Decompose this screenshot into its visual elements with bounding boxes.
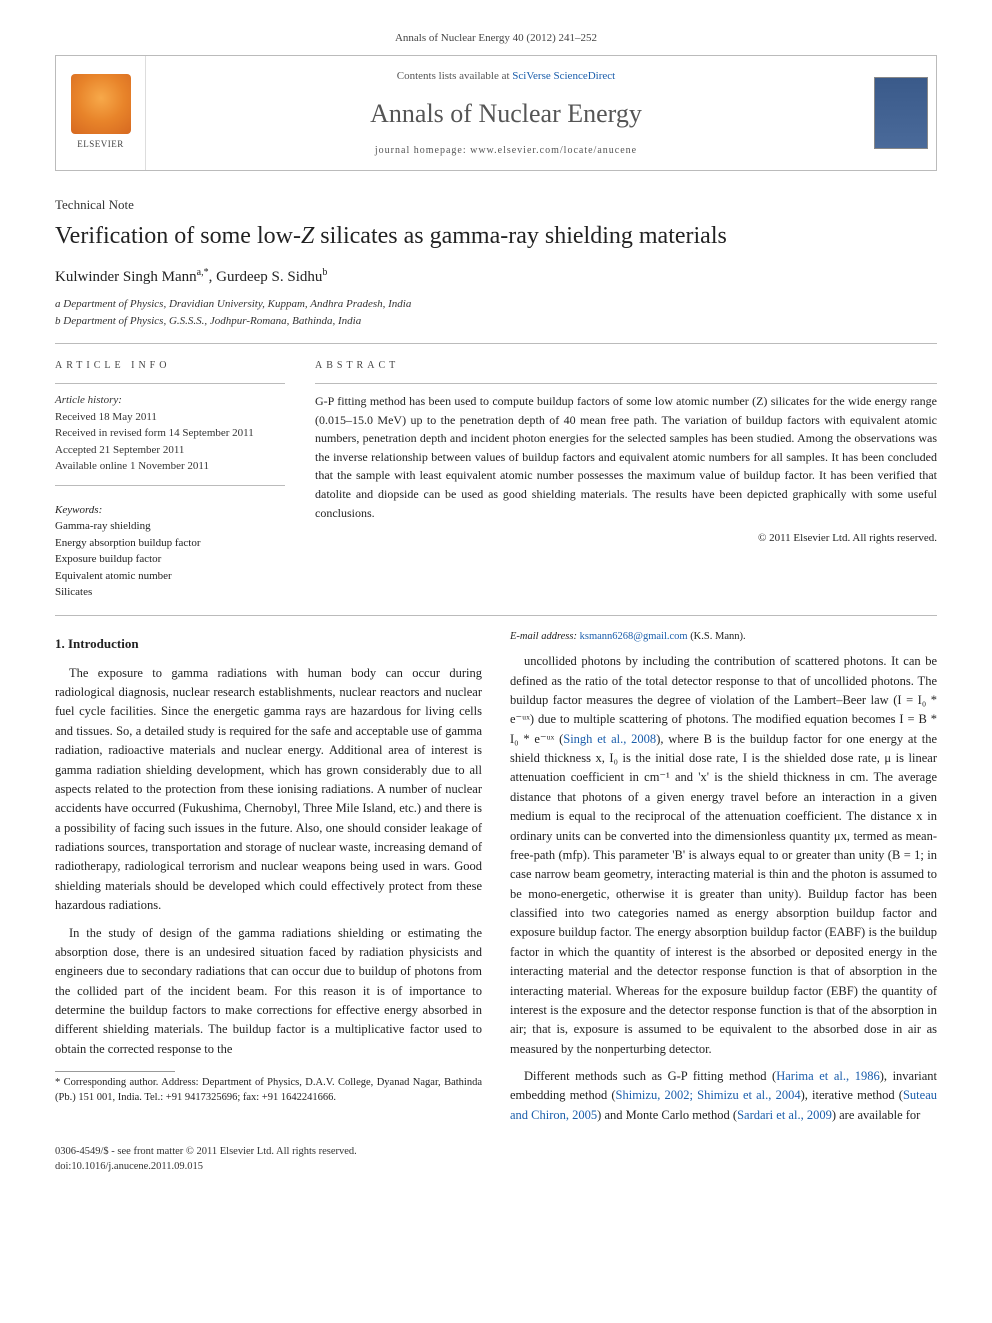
publisher-logo: ELSEVIER <box>56 56 146 171</box>
paragraph-4: Different methods such as G-P fitting me… <box>510 1067 937 1125</box>
page-footer: 0306-4549/$ - see front matter © 2011 El… <box>55 1145 937 1174</box>
paragraph-1: The exposure to gamma radiations with hu… <box>55 664 482 916</box>
ref-singh-2008[interactable]: Singh et al., 2008 <box>563 732 656 746</box>
article-title: Verification of some low-Z silicates as … <box>55 221 937 251</box>
ref-harima-1986[interactable]: Harima et al., 1986 <box>776 1069 880 1083</box>
p4-d: ) and Monte Carlo method ( <box>597 1108 737 1122</box>
contents-prefix: Contents lists available at <box>397 70 512 82</box>
homepage-url: www.elsevier.com/locate/anucene <box>470 145 637 156</box>
paragraph-2: In the study of design of the gamma radi… <box>55 924 482 1060</box>
keywords-block: Keywords: Gamma-ray shielding Energy abs… <box>55 502 285 601</box>
page: Annals of Nuclear Energy 40 (2012) 241–2… <box>0 0 992 1215</box>
kw-4: Equivalent atomic number <box>55 568 285 585</box>
abstract-copyright: © 2011 Elsevier Ltd. All rights reserved… <box>315 530 937 547</box>
ref-sardari-2009[interactable]: Sardari et al., 2009 <box>737 1108 832 1122</box>
paragraph-3: uncollided photons by including the cont… <box>510 652 937 1059</box>
authors: Kulwinder Singh Manna,*, Gurdeep S. Sidh… <box>55 265 937 289</box>
article-info-col: ARTICLE INFO Article history: Received 1… <box>55 358 285 601</box>
keywords-label: Keywords: <box>55 502 285 519</box>
history-accepted: Accepted 21 September 2011 <box>55 442 285 459</box>
section-1-heading: 1. Introduction <box>55 634 482 654</box>
body-columns: 1. Introduction The exposure to gamma ra… <box>55 630 937 1126</box>
info-rule-2 <box>55 485 285 486</box>
contents-line: Contents lists available at SciVerse Sci… <box>154 68 858 85</box>
divider-1 <box>55 343 937 344</box>
history-revised: Received in revised form 14 September 20… <box>55 425 285 442</box>
journal-reference: Annals of Nuclear Energy 40 (2012) 241–2… <box>55 30 937 47</box>
abstract-heading: ABSTRACT <box>315 358 937 373</box>
kw-1: Gamma-ray shielding <box>55 518 285 535</box>
publisher-name: ELSEVIER <box>77 138 124 152</box>
p4-e: ) are available for <box>832 1108 920 1122</box>
info-heading: ARTICLE INFO <box>55 358 285 373</box>
abstract-rule <box>315 383 937 384</box>
sciencedirect-link[interactable]: SciVerse ScienceDirect <box>512 70 615 82</box>
history-received: Received 18 May 2011 <box>55 409 285 426</box>
affiliation-b: b Department of Physics, G.S.S.S., Jodhp… <box>55 313 937 330</box>
author-1-sup: a,* <box>197 267 209 278</box>
abstract-text: G-P fitting method has been used to comp… <box>315 392 937 522</box>
issn-line: 0306-4549/$ - see front matter © 2011 El… <box>55 1145 937 1160</box>
author-2-sup: b <box>322 267 327 278</box>
elsevier-tree-icon <box>71 74 131 134</box>
journal-title: Annals of Nuclear Energy <box>154 94 858 133</box>
kw-2: Energy absorption buildup factor <box>55 535 285 552</box>
kw-5: Silicates <box>55 584 285 601</box>
email-label: E-mail address: <box>510 631 577 642</box>
divider-2 <box>55 615 937 616</box>
history-block: Article history: Received 18 May 2011 Re… <box>55 392 285 475</box>
journal-header-box: ELSEVIER Contents lists available at Sci… <box>55 55 937 172</box>
author-1: Kulwinder Singh Mann <box>55 269 197 285</box>
email-footnote: E-mail address: ksmann6268@gmail.com (K.… <box>510 630 937 645</box>
header-center: Contents lists available at SciVerse Sci… <box>146 56 866 171</box>
homepage-prefix: journal homepage: <box>375 145 470 156</box>
abstract-col: ABSTRACT G-P fitting method has been use… <box>315 358 937 601</box>
article-type: Technical Note <box>55 195 937 215</box>
author-2: Gurdeep S. Sidhu <box>216 269 322 285</box>
affiliations: a Department of Physics, Dravidian Unive… <box>55 296 937 329</box>
meta-row: ARTICLE INFO Article history: Received 1… <box>55 358 937 601</box>
info-rule-1 <box>55 383 285 384</box>
cover-thumbnail <box>866 56 936 171</box>
history-label: Article history: <box>55 392 285 409</box>
email-who: (K.S. Mann). <box>690 631 745 642</box>
affiliation-a: a Department of Physics, Dravidian Unive… <box>55 296 937 313</box>
doi-line: doi:10.1016/j.anucene.2011.09.015 <box>55 1160 937 1175</box>
corresponding-author-footnote: * Corresponding author. Address: Departm… <box>55 1076 482 1105</box>
p4-a: Different methods such as G-P fitting me… <box>524 1069 776 1083</box>
ref-shimizu[interactable]: Shimizu, 2002; Shimizu et al., 2004 <box>616 1088 801 1102</box>
email-link[interactable]: ksmann6268@gmail.com <box>580 631 688 642</box>
footnote-rule <box>55 1071 175 1072</box>
p3-b: ), where B is the buildup factor for one… <box>510 732 937 1056</box>
p4-c: ), iterative method ( <box>801 1088 903 1102</box>
history-online: Available online 1 November 2011 <box>55 458 285 475</box>
cover-image-icon <box>874 77 928 149</box>
kw-3: Exposure buildup factor <box>55 551 285 568</box>
homepage-line: journal homepage: www.elsevier.com/locat… <box>154 143 858 158</box>
